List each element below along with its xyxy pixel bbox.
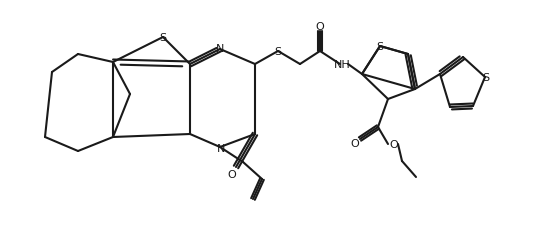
Text: N: N	[217, 143, 225, 153]
Text: S: S	[483, 73, 490, 83]
Text: S: S	[275, 47, 281, 57]
Text: S: S	[376, 42, 384, 52]
Text: O: O	[227, 169, 236, 179]
Text: O: O	[351, 138, 359, 148]
Text: O: O	[316, 22, 324, 32]
Text: N: N	[216, 44, 224, 54]
Text: O: O	[390, 139, 399, 149]
Text: S: S	[160, 33, 167, 43]
Text: NH: NH	[334, 60, 350, 70]
